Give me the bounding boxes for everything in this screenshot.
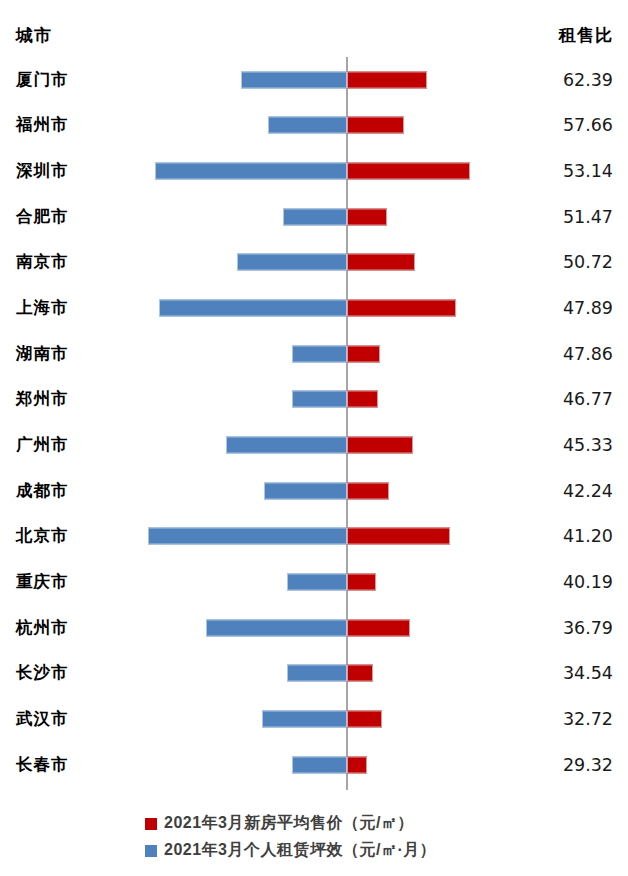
city-label: 杭州市 bbox=[16, 617, 69, 639]
city-label: 武汉市 bbox=[16, 708, 69, 730]
sale-price-legend-label: 2021年3月新房平均售价（元/㎡） bbox=[164, 813, 414, 834]
chart-row: 厦门市 62.39 bbox=[0, 57, 628, 103]
rent-yield-bar bbox=[283, 208, 347, 225]
city-label: 郑州市 bbox=[16, 388, 69, 410]
ratio-value: 51.47 bbox=[533, 207, 613, 227]
city-column-header: 城市 bbox=[16, 24, 52, 47]
city-label: 长春市 bbox=[16, 754, 69, 776]
city-label: 南京市 bbox=[16, 251, 69, 273]
chart-row: 长春市 29.32 bbox=[0, 742, 628, 788]
chart-row: 合肥市 51.47 bbox=[0, 194, 628, 240]
rent-yield-bar bbox=[292, 345, 347, 362]
rent-yield-legend-label: 2021年3月个人租赁坪效（元/㎡·月） bbox=[164, 840, 436, 861]
chart-row: 郑州市 46.77 bbox=[0, 377, 628, 423]
sale-price-bar bbox=[347, 665, 373, 682]
city-label: 合肥市 bbox=[16, 206, 69, 228]
city-label: 深圳市 bbox=[16, 160, 69, 182]
chart-row: 成都市 42.24 bbox=[0, 468, 628, 514]
chart-row: 长沙市 34.54 bbox=[0, 650, 628, 696]
sale-price-bar bbox=[347, 208, 387, 225]
sale-price-bar bbox=[347, 300, 456, 317]
rent-yield-bar bbox=[287, 573, 347, 590]
chart-row: 湖南市 47.86 bbox=[0, 331, 628, 377]
rent-sale-ratio-chart: 城市 租售比 厦门市 62.39 福州市 57.66 深圳市 53.14 合肥市 51.47 南… bbox=[0, 0, 628, 876]
sale-price-bar bbox=[347, 117, 404, 134]
ratio-value: 62.39 bbox=[533, 70, 613, 90]
chart-row: 重庆市 40.19 bbox=[0, 559, 628, 605]
ratio-value: 57.66 bbox=[533, 115, 613, 135]
chart-row: 深圳市 53.14 bbox=[0, 148, 628, 194]
sale-price-bar bbox=[347, 482, 389, 499]
city-label: 重庆市 bbox=[16, 571, 69, 593]
rent-yield-bar bbox=[241, 71, 347, 88]
ratio-value: 46.77 bbox=[533, 389, 613, 409]
chart-row: 福州市 57.66 bbox=[0, 103, 628, 149]
rent-yield-bar bbox=[264, 482, 347, 499]
sale-price-bar bbox=[347, 528, 450, 545]
rent-yield-bar bbox=[159, 300, 347, 317]
ratio-column-header: 租售比 bbox=[559, 24, 613, 47]
chart-row: 上海市 47.89 bbox=[0, 285, 628, 331]
ratio-value: 32.72 bbox=[533, 709, 613, 729]
sale-price-bar bbox=[347, 163, 470, 180]
rent-yield-bar bbox=[155, 163, 347, 180]
sale-price-bar bbox=[347, 756, 367, 773]
ratio-value: 47.89 bbox=[533, 298, 613, 318]
sale-price-bar bbox=[347, 254, 415, 271]
sale-price-bar bbox=[347, 71, 427, 88]
chart-row: 杭州市 36.79 bbox=[0, 605, 628, 651]
city-label: 北京市 bbox=[16, 525, 69, 547]
ratio-value: 47.86 bbox=[533, 344, 613, 364]
city-label: 成都市 bbox=[16, 480, 69, 502]
sale-price-bar bbox=[347, 573, 376, 590]
rent-yield-bar bbox=[206, 619, 347, 636]
sale-price-bar bbox=[347, 391, 378, 408]
ratio-value: 29.32 bbox=[533, 755, 613, 775]
city-label: 广州市 bbox=[16, 434, 69, 456]
city-label: 上海市 bbox=[16, 297, 69, 319]
legend-item-sale-price: 2021年3月新房平均售价（元/㎡） bbox=[145, 810, 436, 837]
city-label: 湖南市 bbox=[16, 343, 69, 365]
rent-yield-bar bbox=[287, 665, 347, 682]
ratio-value: 45.33 bbox=[533, 435, 613, 455]
city-label: 福州市 bbox=[16, 114, 69, 136]
sale-price-bar bbox=[347, 437, 413, 454]
plot-area: 厦门市 62.39 福州市 57.66 深圳市 53.14 合肥市 51.47 南京市 50.72… bbox=[0, 57, 628, 790]
ratio-value: 40.19 bbox=[533, 572, 613, 592]
ratio-value: 36.79 bbox=[533, 618, 613, 638]
rent-yield-bar bbox=[292, 391, 347, 408]
rent-yield-bar bbox=[148, 528, 347, 545]
sale-price-bar bbox=[347, 710, 382, 727]
rent-yield-swatch-icon bbox=[145, 845, 157, 857]
chart-row: 武汉市 32.72 bbox=[0, 696, 628, 742]
chart-row: 广州市 45.33 bbox=[0, 422, 628, 468]
sale-price-swatch-icon bbox=[145, 818, 157, 830]
rent-yield-bar bbox=[262, 710, 347, 727]
chart-row: 北京市 41.20 bbox=[0, 514, 628, 560]
rent-yield-bar bbox=[237, 254, 347, 271]
rent-yield-bar bbox=[226, 437, 347, 454]
ratio-value: 34.54 bbox=[533, 663, 613, 683]
ratio-value: 42.24 bbox=[533, 481, 613, 501]
sale-price-bar bbox=[347, 345, 380, 362]
rent-yield-bar bbox=[292, 756, 347, 773]
legend-item-rent-yield: 2021年3月个人租赁坪效（元/㎡·月） bbox=[145, 837, 436, 864]
ratio-value: 50.72 bbox=[533, 252, 613, 272]
ratio-value: 41.20 bbox=[533, 526, 613, 546]
city-label: 长沙市 bbox=[16, 662, 69, 684]
rent-yield-bar bbox=[268, 117, 347, 134]
sale-price-bar bbox=[347, 619, 410, 636]
ratio-value: 53.14 bbox=[533, 161, 613, 181]
chart-row: 南京市 50.72 bbox=[0, 240, 628, 286]
legend: 2021年3月新房平均售价（元/㎡） 2021年3月个人租赁坪效（元/㎡·月） bbox=[145, 810, 436, 864]
city-label: 厦门市 bbox=[16, 69, 69, 91]
